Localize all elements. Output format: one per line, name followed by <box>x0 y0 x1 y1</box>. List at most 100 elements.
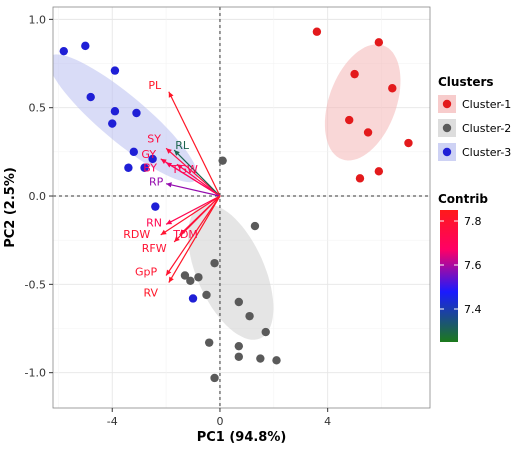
variable-label-tgw: TGW <box>171 163 198 176</box>
cluster-3-point <box>81 41 90 51</box>
arrowhead-rv <box>168 276 174 283</box>
cluster-3-point <box>110 107 120 116</box>
legend-label-cluster-1: Cluster-1 <box>462 98 511 111</box>
cluster-2-point <box>234 352 244 361</box>
cluster-3-point <box>148 154 157 164</box>
plot-border <box>52 6 431 409</box>
arrow-rdw <box>160 195 221 236</box>
arrow-gpp <box>165 195 221 276</box>
cluster-1-point <box>374 38 384 47</box>
cluster-1-ellipse <box>324 44 401 161</box>
cluster-3-point <box>132 108 141 118</box>
cluster-2-point <box>180 271 190 280</box>
variable-label-rdw: RDW <box>123 228 150 241</box>
cluster-2-point <box>218 156 227 165</box>
cluster-3-point <box>129 147 138 157</box>
cluster-1-point <box>404 138 413 148</box>
cluster-2-point <box>234 341 244 351</box>
variable-label-sy: SY <box>147 132 161 145</box>
arrowhead-rdw <box>160 229 167 235</box>
arrow-rl <box>173 149 221 197</box>
cluster-legend-title: Clusters <box>438 75 494 89</box>
arrowhead-tdm <box>179 229 186 235</box>
arrowhead-tgw <box>176 164 183 170</box>
contrib-colorbar <box>440 210 458 342</box>
cluster-3-point <box>59 46 68 56</box>
x-tick-label: 4 <box>324 415 331 428</box>
cluster-1-point <box>350 69 359 79</box>
arrowhead-rp <box>166 182 172 188</box>
legend-dot-cluster-2 <box>442 123 452 133</box>
cluster-1-point <box>388 84 397 93</box>
arrowhead-sy <box>166 148 172 154</box>
legend-dot-cluster-3 <box>442 147 452 157</box>
cluster-2-point <box>210 373 219 383</box>
y-tick-label: -0.5 <box>25 278 46 291</box>
variable-label-gpp: GpP <box>135 266 158 279</box>
cluster-1-point <box>355 174 365 183</box>
cluster-2-point <box>194 273 203 282</box>
data-points <box>59 27 413 383</box>
x-tick-label: 0 <box>216 415 223 428</box>
cluster-2-point <box>261 327 270 337</box>
arrowhead-gy <box>160 158 167 164</box>
variable-label-rp: RP <box>149 176 164 189</box>
cluster-2-point <box>234 297 244 307</box>
arrow-rp <box>165 183 221 197</box>
variable-label-pl: PL <box>148 79 162 92</box>
variable-label-gy: GY <box>141 148 156 161</box>
cluster-1-point <box>345 115 354 125</box>
cluster-2-point <box>210 258 219 268</box>
cluster-3-point <box>151 202 160 211</box>
contrib-legend: Contrib 7.8 7.6 7.4 <box>438 192 488 342</box>
cluster-ellipses <box>53 44 401 340</box>
cluster-3-point <box>86 92 95 102</box>
cluster-legend: Clusters Cluster-1 Cluster-2 Cluster-3 <box>438 75 511 161</box>
cluster-3-ellipse <box>53 54 198 183</box>
cluster-3-point <box>110 66 120 75</box>
variable-label-tdm: TDM <box>172 228 198 241</box>
reference-lines <box>53 7 430 408</box>
cluster-1-point <box>363 128 373 137</box>
arrow-rv <box>168 195 221 283</box>
variable-label-rfw: RFW <box>142 242 167 255</box>
arrow-pl <box>168 91 221 197</box>
contrib-tick-label: 7.4 <box>464 303 482 316</box>
arrowhead-gpp <box>166 269 172 276</box>
y-tick-label: 0.0 <box>29 190 47 203</box>
variable-label-rv: RV <box>144 287 159 300</box>
arrow-rfw <box>173 195 221 243</box>
y-tick-label: 0.5 <box>29 102 47 115</box>
cluster-2-point <box>186 276 195 286</box>
cluster-2-point <box>202 290 211 300</box>
x-axis-title: PC1 (94.8%) <box>197 430 287 445</box>
arrowhead-by <box>166 162 173 168</box>
arrow-by <box>165 161 221 197</box>
x-tick-label: -4 <box>107 415 118 428</box>
variable-label-rn: RN <box>146 216 162 229</box>
arrowhead-rfw <box>174 236 180 242</box>
cluster-3-point <box>140 163 149 172</box>
legend-label-cluster-2: Cluster-2 <box>462 122 511 135</box>
arrow-rn <box>165 195 221 225</box>
legend-label-cluster-3: Cluster-3 <box>462 146 511 159</box>
cluster-3-point <box>108 119 117 128</box>
cluster-3-point <box>188 294 198 303</box>
arrowhead-rn <box>166 219 173 225</box>
cluster-2-point <box>272 356 281 365</box>
variable-label-rl: RL <box>175 139 190 152</box>
cluster-2-ellipse <box>188 204 274 340</box>
contrib-tick-label: 7.6 <box>464 259 482 272</box>
cluster-2-point <box>204 338 214 347</box>
variable-arrows <box>160 91 221 283</box>
contrib-legend-title: Contrib <box>438 192 488 206</box>
arrowhead-pl <box>168 91 174 98</box>
arrow-sy <box>165 147 221 197</box>
cluster-3-point <box>124 163 133 172</box>
contrib-tick-label: 7.8 <box>464 215 482 228</box>
cluster-1-point <box>374 167 384 176</box>
cluster-2-point <box>245 311 254 321</box>
cluster-1-point <box>312 27 322 36</box>
